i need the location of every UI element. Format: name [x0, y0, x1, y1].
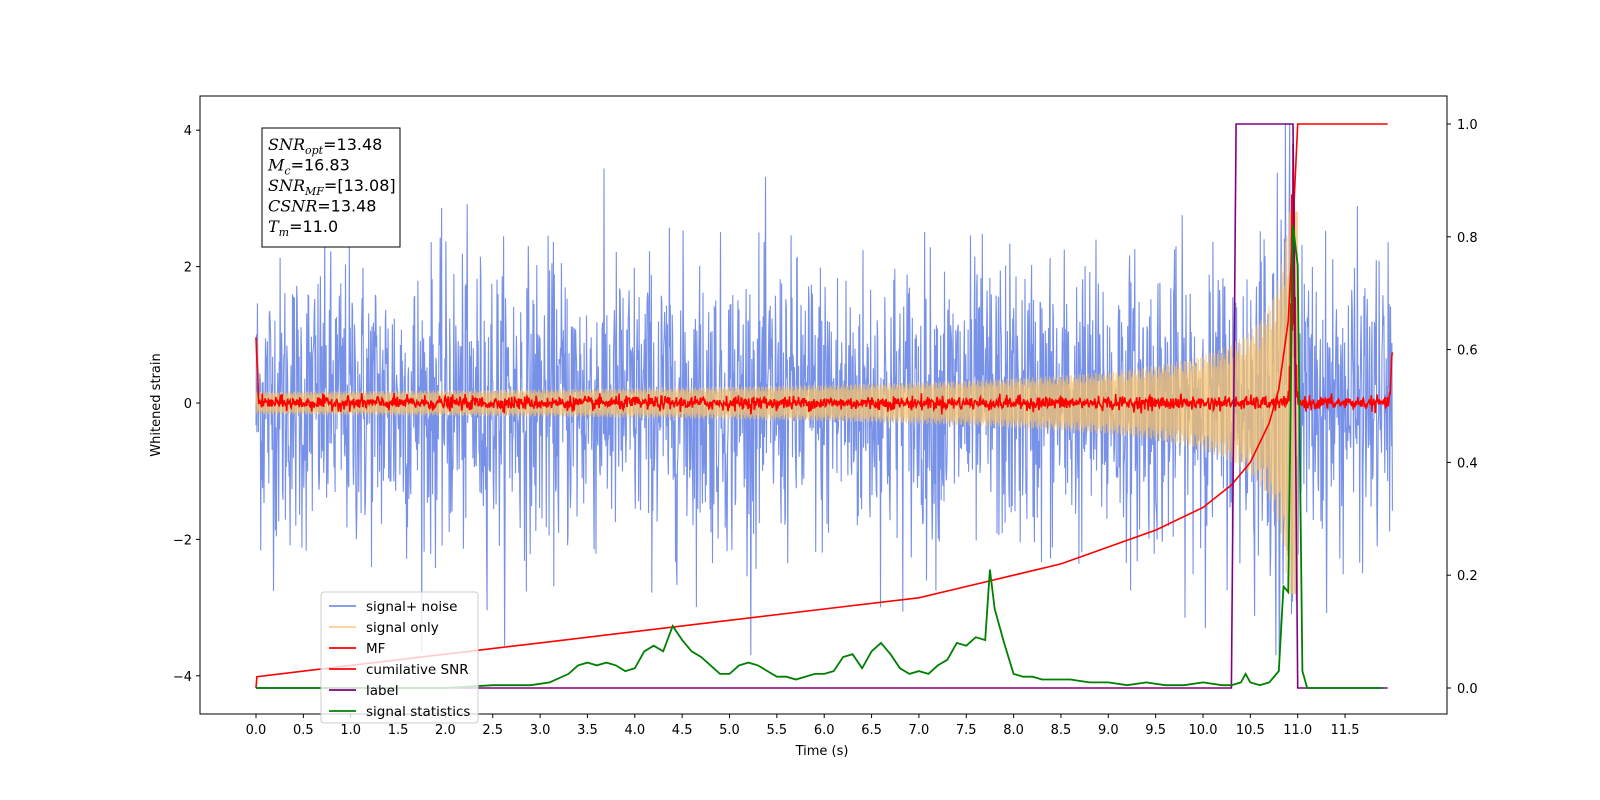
x-tick-label: 9.0 — [1098, 723, 1119, 738]
y-tick-label: 0 — [184, 397, 192, 412]
x-tick-label: 4.0 — [624, 723, 645, 738]
x-tick-label: 5.0 — [719, 723, 740, 738]
y2-tick-label: 0.8 — [1457, 231, 1478, 246]
x-tick-label: 7.0 — [909, 723, 930, 738]
x-tick-label: 10.0 — [1189, 723, 1218, 738]
legend-label: signal only — [366, 620, 439, 636]
x-tick-label: 11.5 — [1331, 723, 1360, 738]
x-axis-label: Time (s) — [795, 744, 849, 759]
annotation-frame — [261, 127, 401, 248]
series-signal-statistics — [256, 225, 1383, 689]
x-tick-label: 1.0 — [340, 723, 361, 738]
x-tick-label: 6.0 — [814, 723, 835, 738]
x-tick-label: 6.5 — [861, 723, 882, 738]
annotation-line: Tm=11.0 — [268, 217, 338, 239]
legend-label: cumilative SNR — [366, 662, 469, 678]
y-tick-label: 2 — [184, 261, 192, 276]
legend-label: label — [366, 683, 399, 699]
series-signal-only — [255, 211, 1299, 595]
series-layer — [255, 123, 1394, 689]
x-tick-label: 3.0 — [530, 723, 551, 738]
x-tick-label: 8.0 — [1003, 723, 1024, 738]
y2-tick-label: 1.0 — [1457, 118, 1478, 133]
annotation-line: CSNR=13.48 — [268, 197, 376, 216]
legend: signal+ noise signal only MF cumilative SNR… — [320, 591, 479, 724]
series-cumulative-snr — [255, 123, 1388, 689]
annotation-box: SNRopt=13.48Mc=16.83SNRMF=[13.08]CSNR=13… — [261, 127, 401, 248]
x-tick-label: 7.5 — [956, 723, 977, 738]
x-tick-label: 9.5 — [1145, 723, 1166, 738]
legend-frame — [320, 591, 479, 724]
x-tick-label: 1.5 — [388, 723, 409, 738]
y2-tick-label: 0.4 — [1457, 456, 1478, 471]
y-tick-label: −4 — [173, 670, 192, 685]
x-tick-label: 11.0 — [1283, 723, 1312, 738]
annotation-line: SNRopt=13.48 — [268, 135, 382, 157]
y2-tick-label: 0.2 — [1457, 569, 1478, 584]
y2-tick-label: 0.6 — [1457, 344, 1478, 359]
x-tick-label: 2.5 — [482, 723, 503, 738]
x-tick-label: 0.5 — [293, 723, 314, 738]
legend-label: signal+ noise — [366, 599, 457, 615]
x-tick-label: 10.5 — [1236, 723, 1265, 738]
axes-layer: 0.0 0.5 1.0 1.5 2.0 2.5 3.0 3.5 4.0 4.5 5.0 5.5 6.0 6… — [173, 118, 1478, 738]
y-tick-label: −2 — [173, 533, 192, 548]
plot-frame — [199, 95, 1448, 715]
y2-tick-label: 0.0 — [1457, 682, 1478, 697]
x-tick-label: 3.5 — [577, 723, 598, 738]
x-tick-label: 8.5 — [1051, 723, 1072, 738]
x-tick-label: 0.0 — [246, 723, 267, 738]
series-mf — [255, 143, 1394, 415]
legend-label: signal statistics — [366, 704, 470, 720]
y-axis-label: Whitened strain — [149, 353, 164, 456]
annotation-line: SNRMF=[13.08] — [268, 176, 396, 198]
x-tick-label: 2.0 — [435, 723, 456, 738]
x-tick-label: 4.5 — [672, 723, 693, 738]
x-tick-label: 5.5 — [767, 723, 788, 738]
annotation-line: Mc=16.83 — [267, 156, 350, 178]
legend-label: MF — [366, 641, 385, 657]
y-tick-label: 4 — [184, 124, 192, 139]
